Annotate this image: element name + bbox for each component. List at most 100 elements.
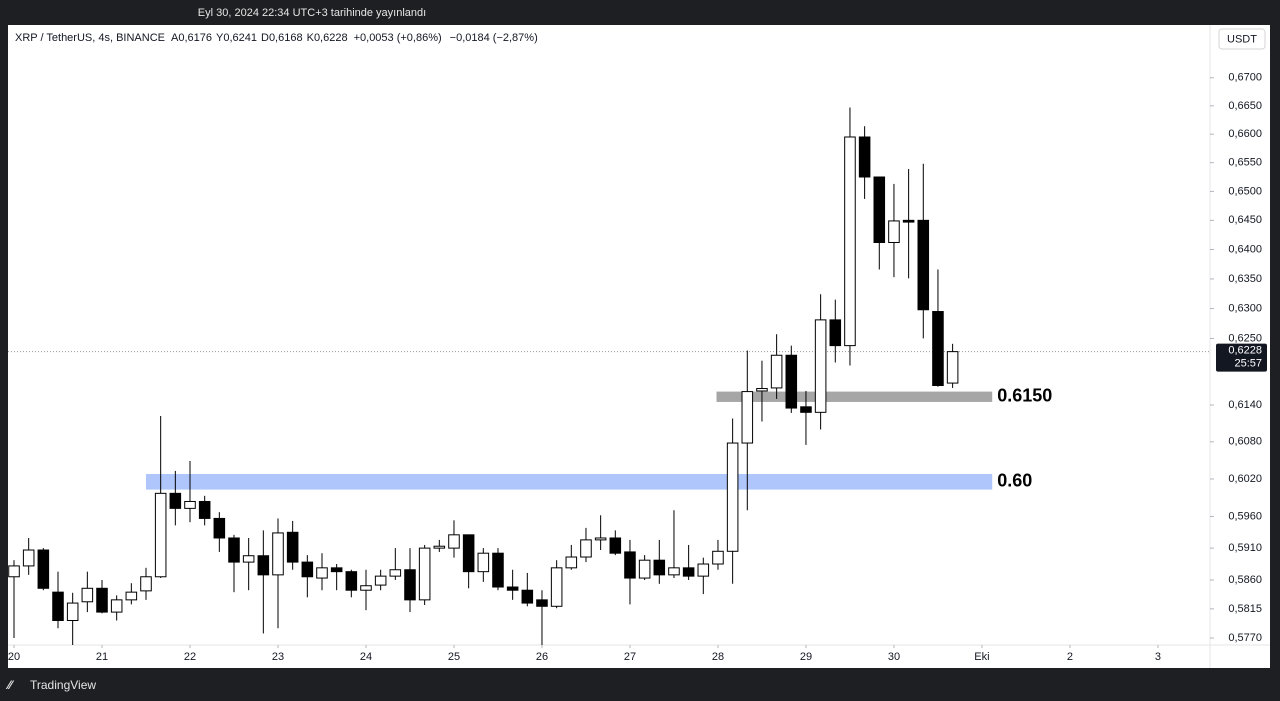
last-price-box	[1216, 343, 1267, 372]
y-tick-label: 0,5960	[1228, 510, 1262, 522]
candle-body	[228, 537, 240, 563]
candle-body	[404, 569, 416, 601]
candle-body	[316, 567, 328, 579]
candle-body	[565, 556, 578, 569]
x-tick-label: 25	[448, 651, 460, 663]
candle-body	[389, 569, 402, 577]
candle-body	[594, 537, 607, 541]
candle-body	[418, 547, 431, 601]
candle-body	[213, 517, 226, 539]
y-tick-label: 0,6020	[1228, 473, 1262, 485]
y-tick-label: 0,6550	[1228, 157, 1262, 169]
candle-body	[726, 442, 739, 552]
candle-body	[902, 219, 915, 223]
x-tick-label: 30	[888, 651, 900, 663]
symbol: XRP / TetherUS, 4s, BINANCE	[15, 32, 165, 44]
candle-body	[712, 550, 724, 565]
change-2: −0,0184 (−2,87%)	[450, 32, 538, 44]
candle-body	[272, 532, 284, 576]
candle-body	[946, 351, 959, 384]
candle-body	[580, 539, 592, 558]
x-tick-label: 21	[96, 651, 108, 663]
candle-body	[682, 567, 695, 577]
published-note: Eyl 30, 2024 22:34 UTC+3 tarihinde yayın…	[198, 7, 426, 19]
candle-body	[374, 575, 387, 586]
price-zone	[716, 391, 993, 402]
candle-body	[140, 576, 152, 592]
candle-body	[668, 567, 680, 576]
candle-body	[770, 354, 783, 389]
x-tick-label: Eki	[974, 651, 989, 663]
countdown: 25:57	[1234, 358, 1262, 370]
zone-label: 0.6150	[997, 386, 1052, 406]
candle-body	[829, 319, 842, 347]
candle-body	[242, 555, 255, 563]
candle-body	[81, 587, 94, 603]
x-tick-label: 20	[8, 651, 20, 663]
candle-body	[653, 559, 666, 576]
candle-body	[448, 534, 460, 549]
y-tick-label: 0,6140	[1228, 399, 1262, 411]
legend-value: 0,6228	[314, 32, 348, 44]
candle-body	[492, 552, 504, 588]
legend-value: 0,6176	[178, 32, 212, 44]
candle-body	[257, 555, 270, 576]
x-tick-label: 3	[1155, 651, 1161, 663]
y-tick-label: 0,5910	[1228, 542, 1262, 554]
candle-body	[360, 585, 372, 591]
y-tick-label: 0,6350	[1228, 273, 1262, 285]
legend-label: D	[261, 32, 269, 44]
y-tick-label: 0,6600	[1228, 128, 1262, 140]
y-tick-label: 0,6450	[1228, 214, 1262, 226]
legend-label: A	[171, 32, 179, 44]
candle-body	[624, 551, 636, 579]
legend-label: Y	[216, 32, 224, 44]
candle-body	[785, 354, 798, 409]
y-tick-label: 0,6300	[1228, 302, 1262, 314]
legend-value: 0,6241	[223, 32, 257, 44]
candle-body	[873, 176, 886, 243]
x-tick-label: 23	[272, 651, 284, 663]
candle-body	[550, 567, 563, 607]
candle-body	[506, 586, 519, 591]
x-tick-label: 28	[712, 651, 724, 663]
change: +0,0053 (+0,86%)	[354, 32, 442, 44]
candle-body	[917, 219, 930, 311]
y-tick-label: 0,5770	[1228, 632, 1262, 644]
candle-body	[888, 220, 900, 243]
candle-body	[756, 388, 768, 392]
y-tick-label: 0,6650	[1228, 100, 1262, 112]
candle-body	[858, 136, 871, 178]
candle-body	[169, 492, 182, 509]
candle-body	[932, 311, 944, 387]
currency: USDT	[1227, 33, 1257, 45]
y-tick-label: 0,6500	[1228, 185, 1262, 197]
candle-body	[521, 589, 534, 604]
candle-body	[37, 549, 50, 589]
candle-body	[66, 602, 79, 621]
candle-body	[741, 391, 754, 444]
x-tick-label: 27	[624, 651, 636, 663]
candle-body	[286, 531, 299, 563]
y-tick-label: 0,6250	[1228, 332, 1262, 344]
chart-legend: XRP / TetherUS, 4s, BINANCE A0,6176 Y0,624…	[15, 32, 538, 44]
y-tick-label: 0,6700	[1228, 72, 1262, 84]
last-price-label: 0,6228	[1228, 345, 1262, 357]
x-tick-label: 29	[800, 651, 812, 663]
legend-label: K	[307, 32, 315, 44]
x-tick-label: 26	[536, 651, 548, 663]
candle-body	[609, 537, 622, 554]
candle-body	[22, 549, 35, 567]
candle-body	[184, 500, 196, 509]
y-tick-label: 0,6400	[1228, 243, 1262, 255]
candle-body	[536, 599, 548, 607]
x-tick-label: 24	[360, 651, 372, 663]
candle-body	[8, 565, 20, 578]
candle-body	[110, 599, 123, 613]
y-tick-label: 0,5860	[1228, 574, 1262, 586]
candle-body	[844, 136, 856, 347]
candle-body	[301, 561, 314, 578]
x-tick-label: 22	[184, 651, 196, 663]
candle-body	[154, 492, 167, 578]
